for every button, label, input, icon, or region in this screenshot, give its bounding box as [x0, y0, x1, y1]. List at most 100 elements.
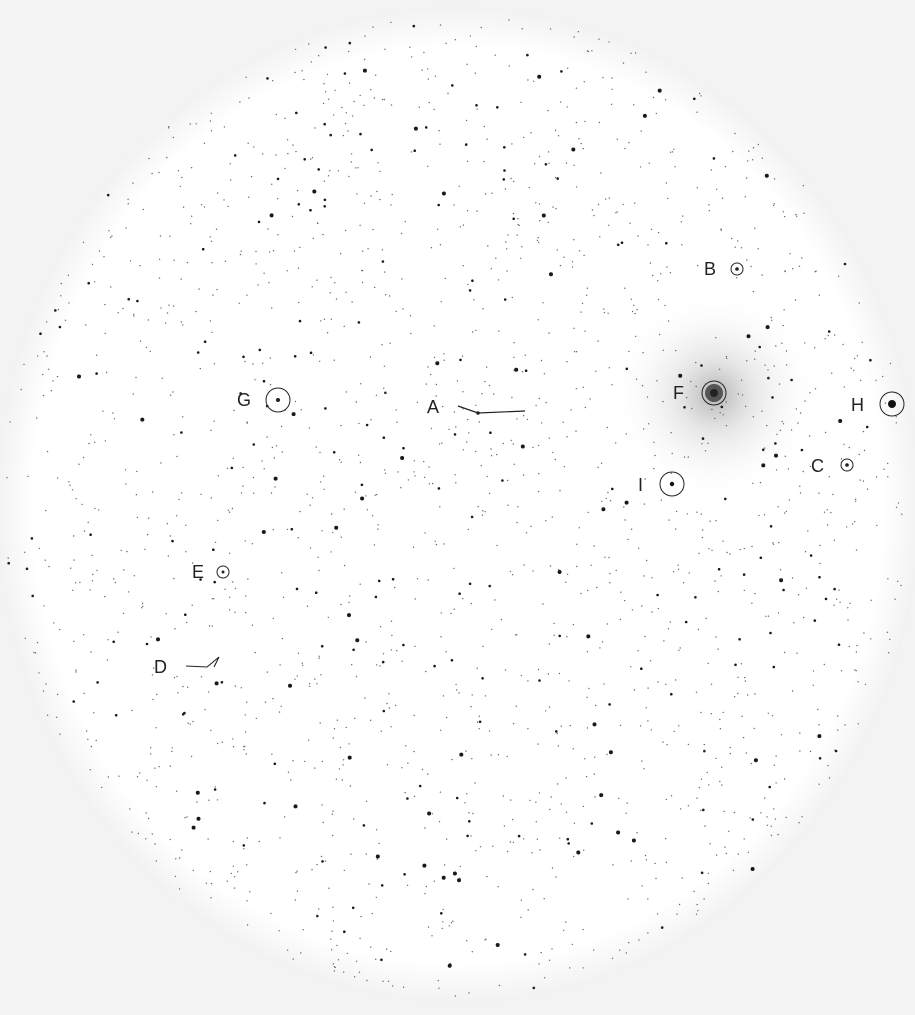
star — [830, 512, 832, 514]
star — [281, 637, 283, 640]
star — [357, 321, 361, 324]
star — [591, 209, 594, 211]
star — [818, 492, 820, 494]
star — [670, 692, 673, 696]
star — [255, 717, 257, 720]
star — [771, 396, 774, 399]
star — [367, 248, 369, 250]
star — [81, 503, 83, 506]
star — [478, 728, 480, 730]
star — [603, 308, 605, 310]
star — [605, 198, 607, 200]
star — [413, 471, 415, 473]
star — [152, 698, 154, 701]
star — [361, 269, 364, 272]
label-D: D — [154, 657, 167, 677]
star — [752, 416, 754, 418]
star — [160, 462, 162, 464]
star — [743, 547, 745, 550]
star — [271, 446, 274, 449]
star — [244, 360, 246, 363]
star — [700, 364, 703, 367]
star — [547, 221, 549, 224]
star — [214, 786, 216, 788]
star — [477, 505, 479, 508]
star — [679, 808, 682, 810]
star — [312, 237, 314, 239]
star — [72, 535, 75, 537]
star — [208, 799, 210, 801]
star — [111, 235, 113, 237]
star — [195, 123, 197, 125]
star — [612, 864, 614, 866]
star — [662, 400, 664, 403]
star — [697, 910, 699, 912]
star — [669, 272, 672, 274]
star — [207, 838, 209, 840]
star — [737, 676, 739, 679]
star — [596, 586, 598, 589]
star — [83, 634, 85, 636]
star — [263, 272, 265, 274]
star — [334, 89, 336, 92]
star — [374, 494, 376, 496]
star — [356, 960, 358, 962]
star — [184, 613, 187, 616]
star — [376, 493, 378, 496]
star — [368, 883, 370, 885]
star — [232, 865, 234, 867]
star — [24, 551, 26, 553]
star — [513, 463, 515, 465]
star — [244, 745, 246, 747]
star — [783, 309, 785, 311]
star — [485, 366, 488, 368]
star — [360, 483, 364, 487]
star — [244, 731, 247, 733]
star — [459, 752, 464, 757]
star — [464, 802, 466, 804]
star — [253, 146, 255, 148]
label-C: C — [811, 456, 824, 476]
star — [295, 150, 297, 153]
star — [646, 559, 648, 562]
star — [484, 380, 486, 383]
star — [837, 715, 839, 717]
star — [364, 697, 366, 699]
star — [195, 790, 200, 795]
star — [150, 636, 152, 638]
star — [385, 294, 387, 296]
star — [441, 442, 443, 444]
star — [875, 379, 877, 381]
star — [732, 869, 735, 871]
star — [535, 801, 537, 803]
star — [91, 580, 94, 582]
star — [462, 408, 464, 410]
star — [471, 951, 473, 953]
star — [761, 274, 763, 276]
star — [517, 834, 521, 838]
star — [220, 681, 224, 684]
star — [175, 858, 177, 860]
star — [117, 631, 119, 633]
star — [139, 772, 141, 774]
star — [437, 203, 441, 207]
star — [427, 579, 429, 581]
star — [552, 206, 554, 208]
star — [788, 499, 790, 501]
star — [662, 741, 664, 743]
star — [411, 56, 413, 58]
star — [82, 456, 85, 459]
star — [391, 193, 393, 196]
star — [418, 106, 420, 108]
star — [348, 50, 350, 53]
star — [535, 202, 537, 204]
star — [573, 327, 575, 329]
star — [329, 133, 333, 137]
star — [577, 31, 580, 33]
star — [823, 663, 825, 666]
star — [491, 192, 493, 194]
star — [133, 315, 135, 317]
star — [584, 758, 586, 760]
star — [883, 468, 885, 470]
